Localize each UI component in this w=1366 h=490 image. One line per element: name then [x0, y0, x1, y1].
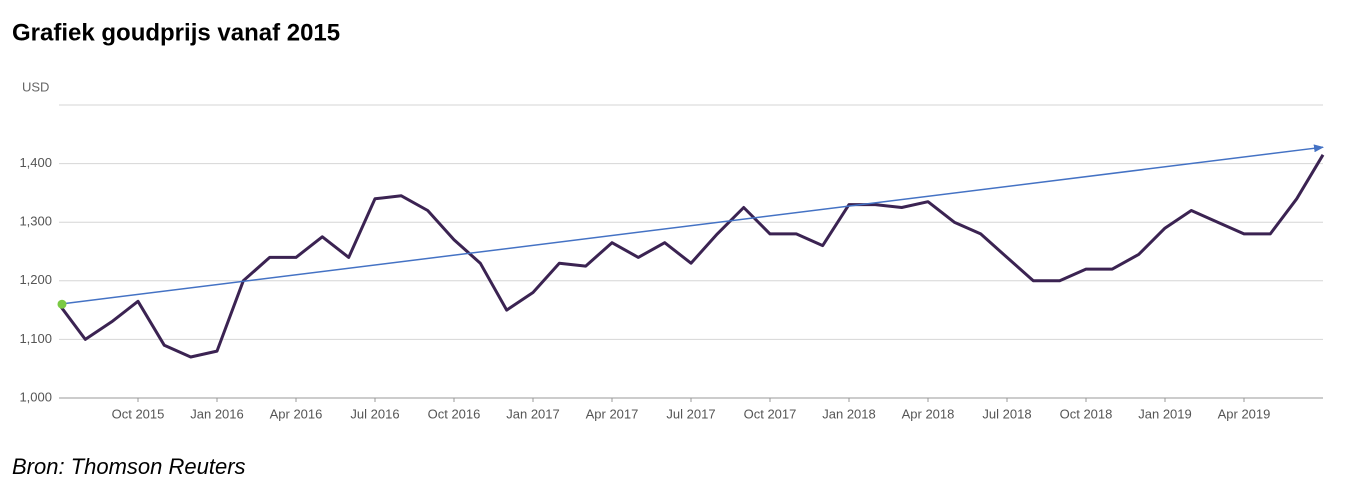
chart-title: Grafiek goudprijs vanaf 2015 — [12, 19, 340, 46]
y-tick-label: 1,100 — [19, 331, 52, 346]
x-tick-label: Jul 2018 — [982, 406, 1031, 421]
trend-arrow — [58, 144, 1324, 305]
y-tick-label: 1,300 — [19, 214, 52, 229]
x-tick-label: Oct 2015 — [112, 406, 165, 421]
x-tick-label: Jul 2016 — [350, 406, 399, 421]
x-tick-label: Oct 2016 — [428, 406, 481, 421]
y-unit: USD — [22, 79, 49, 94]
price-line — [57, 154, 1325, 359]
x-tick-label: Oct 2017 — [744, 406, 797, 421]
x-tick-label: Jul 2017 — [666, 406, 715, 421]
x-tick-label: Apr 2017 — [586, 406, 639, 421]
y-tick-label: 1,000 — [19, 389, 52, 404]
x-tick-label: Apr 2016 — [270, 406, 323, 421]
y-tick-label: 1,400 — [19, 155, 52, 170]
x-tick-label: Jan 2016 — [190, 406, 244, 421]
x-tick-label: Oct 2018 — [1060, 406, 1113, 421]
x-tick-label: Jan 2018 — [822, 406, 876, 421]
x-tick-label: Jan 2019 — [1138, 406, 1192, 421]
y-tick-label: 1,200 — [19, 272, 52, 287]
trend-start — [57, 299, 67, 309]
x-tick-label: Apr 2019 — [1218, 406, 1271, 421]
source: Bron: Thomson Reuters — [12, 454, 246, 479]
x-tick-label: Jan 2017 — [506, 406, 560, 421]
x-tick-label: Apr 2018 — [902, 406, 955, 421]
